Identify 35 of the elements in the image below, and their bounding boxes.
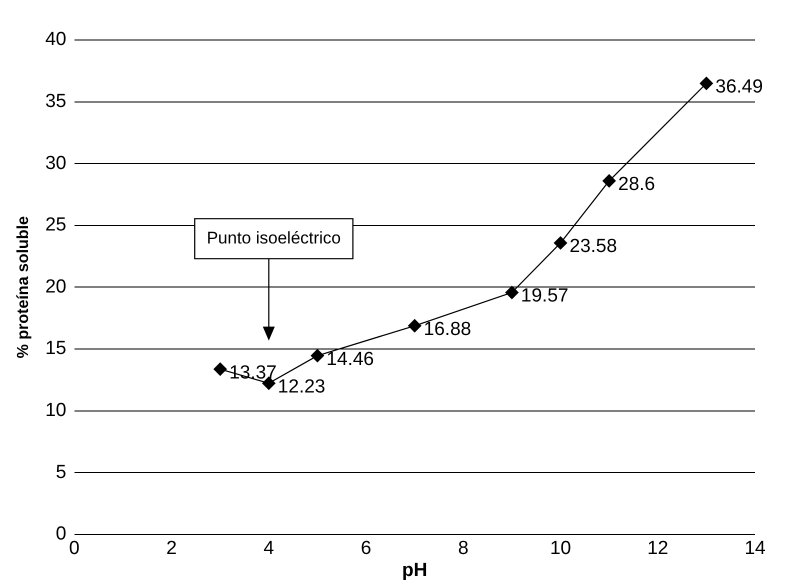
y-tick-label: 30 xyxy=(45,152,66,174)
y-tick-label: 40 xyxy=(45,29,66,50)
point xyxy=(505,286,519,300)
data-label: 19.57 xyxy=(520,286,568,307)
point xyxy=(554,236,568,250)
y-tick-label: 10 xyxy=(45,400,66,422)
data-label: 14.46 xyxy=(326,348,374,370)
y-tick-label: 0 xyxy=(56,524,66,545)
x-tick-label: 0 xyxy=(69,538,80,560)
x-tick-label: 14 xyxy=(744,538,766,560)
x-tick-label: 8 xyxy=(458,538,469,560)
data-label: 12.23 xyxy=(278,376,326,398)
point xyxy=(602,174,616,188)
annotation: Punto isoeléctrico xyxy=(206,228,341,248)
y-tick-label: 5 xyxy=(56,462,66,483)
x-axis-title: pH xyxy=(402,560,428,581)
y-tick-label: 35 xyxy=(45,91,66,112)
data-label: 36.49 xyxy=(715,76,763,98)
y-tick-label: 20 xyxy=(45,276,66,298)
x-tick-label: 6 xyxy=(360,538,372,560)
x-tick-label: 12 xyxy=(647,538,668,560)
point xyxy=(408,319,422,332)
point xyxy=(310,349,324,362)
x-tick-label: 10 xyxy=(550,538,572,560)
data-label: 23.58 xyxy=(570,236,618,258)
y-tick-label: 15 xyxy=(45,338,66,360)
data-label: 16.88 xyxy=(424,319,472,340)
x-tick-label: 4 xyxy=(264,538,275,560)
x-tick-label: 2 xyxy=(166,538,177,560)
point xyxy=(700,76,713,90)
data-label: 28.6 xyxy=(618,174,656,196)
y-tick-label: 25 xyxy=(45,214,66,236)
data-label: 13.37 xyxy=(229,362,277,384)
y-axis-title: % proteína soluble xyxy=(15,216,32,358)
point xyxy=(214,362,227,376)
